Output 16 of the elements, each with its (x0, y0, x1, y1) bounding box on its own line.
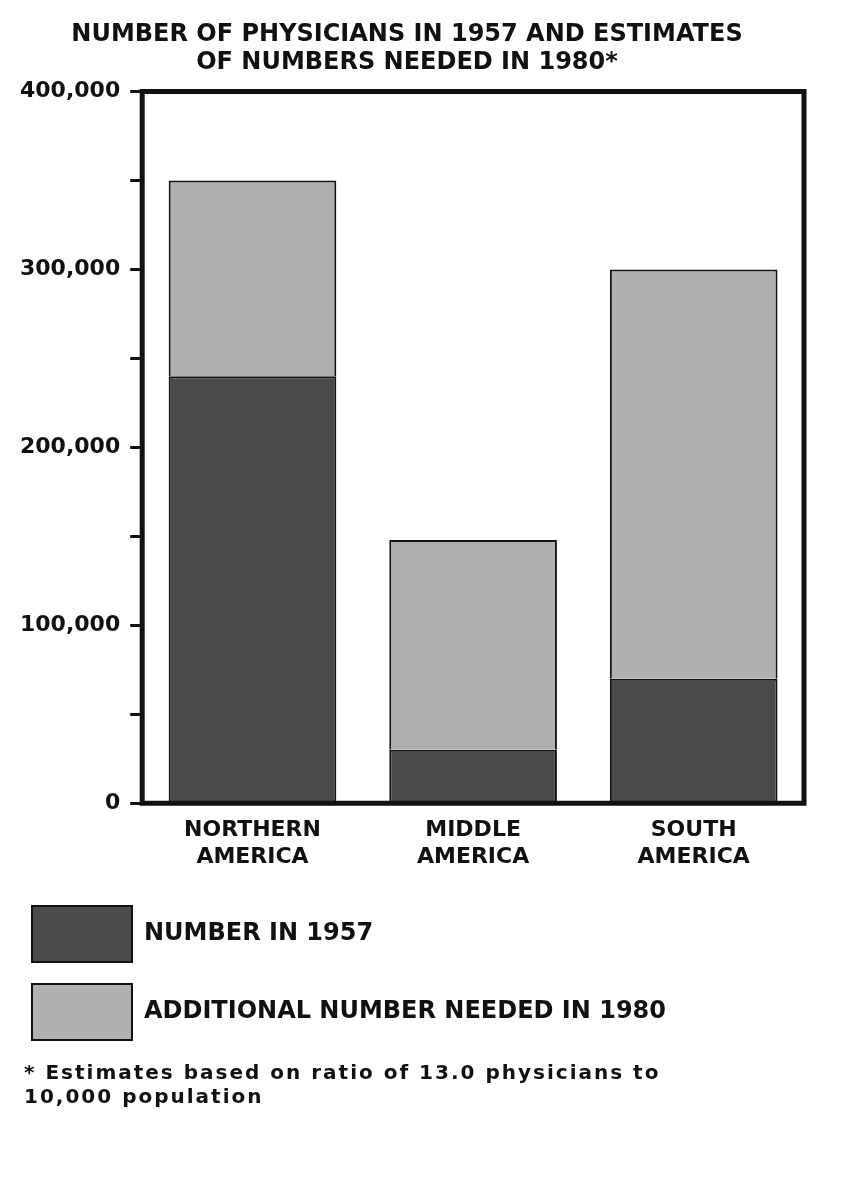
text: NUMBER OF PHYSICIANS IN 1957 AND ESTIMATES (71, 18, 743, 47)
y-tick-label: 100,000 (20, 611, 121, 637)
legend-label: NUMBER IN 1957 (144, 918, 374, 947)
y-tick-label: 400,000 (20, 77, 121, 103)
category-label: NORTHERN (184, 816, 321, 842)
y-tick-label: 0 (104, 788, 121, 814)
category-label: AMERICA (196, 842, 309, 868)
legend-label: ADDITIONAL NUMBER NEEDED IN 1980 (144, 996, 666, 1025)
category-label: AMERICA (637, 842, 750, 868)
category-label: SOUTH (650, 816, 737, 842)
text: OF NUMBERS NEEDED IN 1980* (196, 47, 618, 76)
y-tick-label: 200,000 (20, 433, 121, 459)
category-label: MIDDLE (425, 816, 521, 842)
category-label: AMERICA (416, 842, 530, 868)
text: * Estimates based on ratio of 13.0 physicians to 10,000 population (24, 1060, 662, 1108)
y-tick-label: 300,000 (20, 255, 121, 281)
